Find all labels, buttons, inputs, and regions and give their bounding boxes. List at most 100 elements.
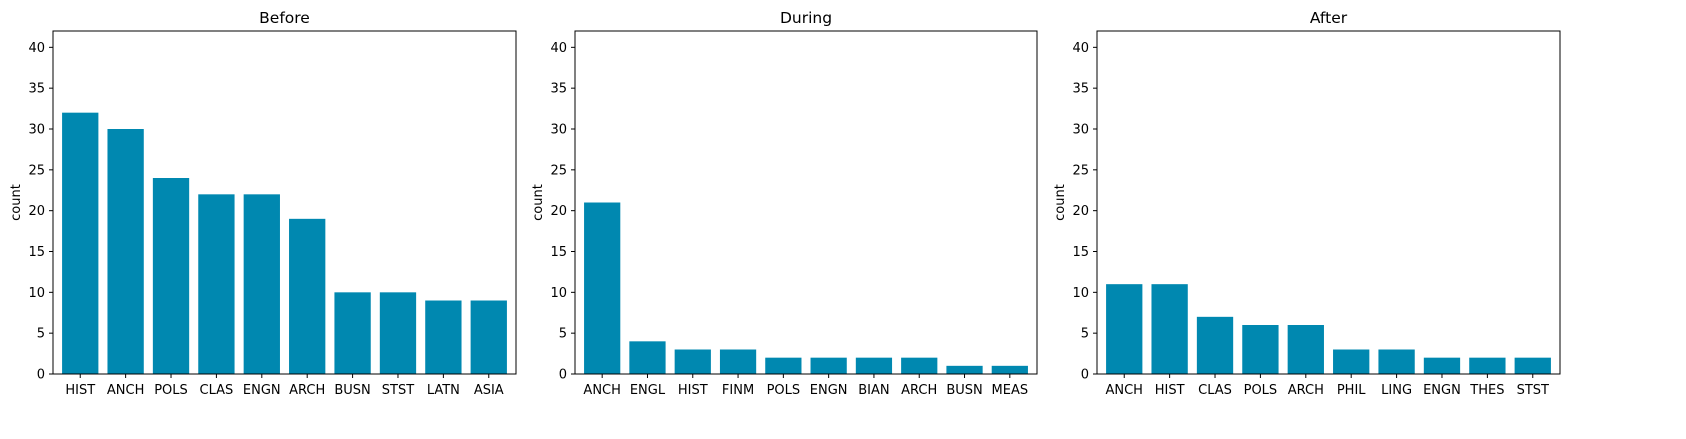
bar	[719, 349, 757, 374]
x-tick-label: ENGN	[243, 383, 281, 398]
y-tick-label: 30	[28, 123, 45, 138]
y-tick-label: 25	[28, 163, 45, 178]
y-tick-label: 25	[1072, 163, 1089, 178]
y-axis-label: count	[1053, 184, 1068, 221]
x-tick-label: LATN	[427, 383, 460, 398]
bar	[855, 357, 893, 374]
y-tick-label: 35	[550, 82, 567, 97]
bar	[107, 129, 144, 374]
bar	[62, 112, 99, 375]
bar	[470, 300, 507, 374]
y-tick-label: 10	[28, 286, 45, 301]
y-tick-label: 15	[550, 245, 567, 260]
x-tick-label: LING	[1381, 383, 1412, 398]
bar	[1423, 357, 1461, 374]
bar	[1287, 325, 1324, 374]
y-tick-label: 30	[1072, 123, 1089, 138]
y-tick-label: 25	[550, 163, 567, 178]
chart-panel-1: 0 5 10 15 20 25 30 35 40 ANCH ENGL HIST FINM POLS ENGN…	[531, 9, 1038, 398]
bar	[1196, 316, 1234, 374]
y-tick-label: 10	[550, 286, 567, 301]
x-tick-label: ASIA	[474, 383, 504, 398]
bar	[1469, 357, 1506, 374]
x-tick-label: BIAN	[858, 383, 889, 398]
bar	[584, 202, 621, 374]
x-tick-label: POLS	[767, 383, 801, 398]
bar	[674, 349, 711, 374]
axes-frame	[574, 30, 1038, 375]
x-tick-label: MEAS	[992, 383, 1029, 398]
bar	[1151, 284, 1188, 374]
x-tick-label: CLAS	[1198, 383, 1232, 398]
x-tick-label: ANCH	[1105, 383, 1142, 398]
x-tick-label: FINM	[722, 383, 754, 398]
axes-frame	[52, 30, 517, 375]
y-tick-label: 15	[1072, 245, 1089, 260]
y-tick-label: 20	[28, 204, 45, 219]
bar	[425, 300, 462, 374]
x-tick-label: BUSN	[334, 383, 370, 398]
x-tick-label: ENGN	[1423, 383, 1461, 398]
x-tick-label: POLS	[1244, 383, 1278, 398]
bar	[946, 365, 983, 374]
x-tick-label: THES	[1469, 383, 1504, 398]
y-tick-label: 5	[1081, 327, 1089, 342]
bar	[243, 194, 280, 374]
x-tick-label: PHIL	[1337, 383, 1366, 398]
y-tick-label: 5	[37, 327, 45, 342]
axes-frame	[1096, 30, 1561, 375]
chart-title: After	[1310, 9, 1348, 27]
bar	[1378, 349, 1415, 374]
x-tick-label: HIST	[1155, 383, 1185, 398]
y-tick-label: 0	[37, 368, 45, 383]
chart-title: Before	[259, 9, 310, 27]
y-axis-label: count	[531, 184, 546, 221]
bar	[765, 357, 802, 374]
y-tick-label: 40	[28, 41, 45, 56]
x-tick-label: POLS	[154, 383, 188, 398]
x-tick-label: HIST	[678, 383, 708, 398]
bar	[334, 292, 371, 374]
y-tick-label: 20	[550, 204, 567, 219]
x-tick-label: CLAS	[200, 383, 234, 398]
x-tick-label: STST	[1517, 383, 1549, 398]
y-tick-label: 40	[1072, 41, 1089, 56]
bar	[379, 292, 417, 374]
y-tick-label: 35	[1072, 82, 1089, 97]
chart-title: During	[780, 9, 832, 27]
bar	[1106, 284, 1143, 374]
bar	[1333, 349, 1370, 374]
bar	[991, 365, 1028, 374]
y-tick-label: 35	[28, 82, 45, 97]
y-tick-label: 5	[559, 327, 567, 342]
bar	[289, 218, 326, 374]
y-tick-label: 30	[550, 123, 567, 138]
y-tick-label: 0	[559, 368, 567, 383]
x-tick-label: STST	[382, 383, 414, 398]
x-tick-label: BUSN	[946, 383, 982, 398]
y-tick-label: 15	[28, 245, 45, 260]
x-tick-label: HIST	[65, 383, 95, 398]
y-tick-label: 40	[550, 41, 567, 56]
x-tick-label: ARCH	[1288, 383, 1324, 398]
x-tick-label: ANCH	[583, 383, 620, 398]
bar	[198, 194, 235, 374]
x-tick-label: ARCH	[289, 383, 325, 398]
y-axis-label: count	[9, 184, 24, 221]
bar	[810, 357, 847, 374]
bar	[629, 341, 666, 374]
x-tick-label: ENGL	[630, 383, 666, 398]
chart-panel-0: 0 5 10 15 20 25 30 35 40 HIST ANCH POLS CLAS ENGN ARCH…	[9, 9, 517, 398]
bar	[152, 178, 190, 374]
y-tick-label: 20	[1072, 204, 1089, 219]
chart-panel-2: 0 5 10 15 20 25 30 35 40 ANCH HIST CLAS POLS ARCH PHIL…	[1053, 9, 1561, 398]
x-tick-label: ARCH	[901, 383, 937, 398]
bar	[901, 357, 938, 374]
x-tick-label: ANCH	[107, 383, 144, 398]
y-tick-label: 0	[1081, 368, 1089, 383]
bar	[1242, 325, 1279, 374]
y-tick-label: 10	[1072, 286, 1089, 301]
bar	[1514, 357, 1551, 374]
